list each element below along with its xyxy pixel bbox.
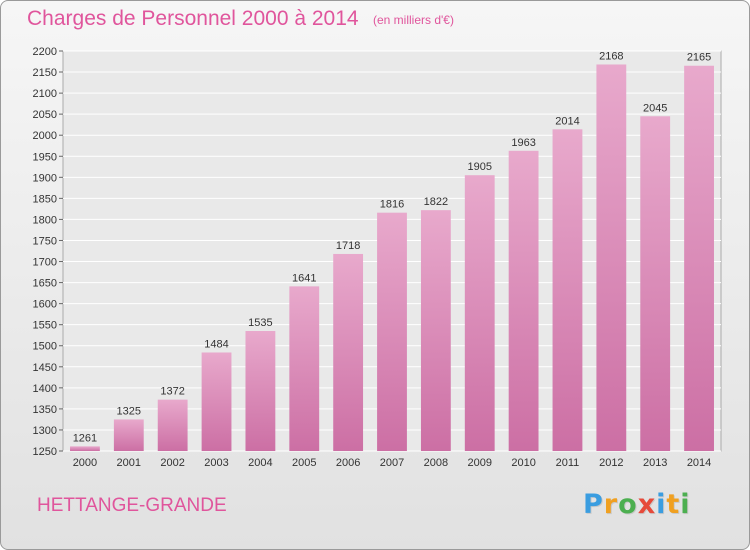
y-tick-label: 2050	[33, 109, 57, 121]
bar-2014	[684, 65, 714, 451]
logo-letter: x	[637, 489, 657, 520]
y-tick-label: 2000	[33, 130, 57, 142]
y-axis-ticks: 1250 1300 1350 1400 1450 1500 1550 1600 1650 1700…	[33, 46, 63, 458]
x-tick-label-2005: 2005	[292, 457, 316, 469]
bar-2000	[70, 446, 100, 451]
x-tick-label-2003: 2003	[204, 457, 228, 469]
y-tick-label: 1800	[33, 214, 57, 226]
y-tick-label: 1950	[33, 151, 57, 163]
bar-2004	[245, 331, 276, 451]
bar-2012	[596, 64, 627, 451]
x-tick-label-2006: 2006	[336, 457, 360, 469]
x-tick-label-2004: 2004	[248, 457, 272, 469]
y-tick-label: 1500	[33, 341, 57, 353]
y-tick-label: 2100	[33, 88, 57, 100]
x-tick-label-2008: 2008	[424, 457, 448, 469]
logo-letter: P	[583, 489, 604, 520]
proxiti-logo: Proxiti	[583, 489, 691, 520]
value-label-2010: 1963	[511, 137, 535, 149]
bar-2001	[113, 419, 144, 451]
value-label-2011: 2014	[555, 115, 579, 127]
value-label-2005: 1641	[292, 272, 316, 284]
y-tick-label: 1850	[33, 193, 57, 205]
x-tick-label-2002: 2002	[160, 457, 184, 469]
x-tick-label-2013: 2013	[643, 457, 667, 469]
value-label-2008: 1822	[424, 196, 448, 208]
y-tick-label: 2200	[33, 46, 57, 58]
logo-letter: t	[666, 489, 681, 520]
value-label-2002: 1372	[160, 386, 184, 398]
city-name: HETTANGE-GRANDE	[37, 495, 227, 516]
y-tick-label: 1300	[33, 425, 57, 437]
bar-2002	[157, 399, 188, 451]
logo-letter: i	[656, 489, 667, 520]
y-tick-label: 1650	[33, 278, 57, 290]
value-label-2001: 1325	[117, 405, 141, 417]
bar-2007	[377, 212, 407, 451]
y-tick-label: 1450	[33, 362, 57, 374]
value-label-2014: 2165	[687, 52, 711, 64]
bar-2003	[201, 352, 232, 451]
bars	[70, 64, 714, 452]
x-tick-label-2012: 2012	[599, 457, 623, 469]
logo-letter: r	[603, 489, 619, 520]
x-tick-label-2001: 2001	[117, 457, 141, 469]
x-tick-label-2007: 2007	[380, 457, 404, 469]
y-tick-label: 1750	[33, 235, 57, 247]
bar-2010	[508, 150, 539, 451]
value-label-2004: 1535	[248, 317, 272, 329]
value-labels: 1261 1325 1372 1484 1535 1641 1718 1816 1822 1905…	[73, 50, 712, 444]
chart-subtitle: (en milliers d'€)	[373, 13, 454, 27]
y-tick-label: 1600	[33, 299, 57, 311]
y-tick-label: 1250	[33, 446, 57, 458]
x-tick-label-2014: 2014	[687, 457, 711, 469]
bar-2009	[464, 175, 495, 452]
value-label-2007: 1816	[380, 199, 404, 211]
x-axis-ticks: 2000 2001 2002 2003 2004 2005 2006 2007 2008 2009…	[73, 457, 712, 469]
y-tick-label: 1350	[33, 404, 57, 416]
chart-title: Charges de Personnel 2000 à 2014	[27, 7, 359, 30]
x-tick-label-2009: 2009	[467, 457, 491, 469]
logo-letter: i	[680, 489, 691, 520]
value-label-2009: 1905	[467, 161, 491, 173]
value-label-2006: 1718	[336, 240, 360, 252]
bar-2005	[289, 286, 320, 451]
value-label-2003: 1484	[204, 338, 228, 350]
y-tick-label: 1400	[33, 383, 57, 395]
x-tick-label-2010: 2010	[511, 457, 535, 469]
value-label-2012: 2168	[599, 50, 623, 62]
logo-letter: o	[618, 489, 638, 520]
bar-2006	[333, 253, 364, 451]
value-label-2000: 1261	[73, 432, 97, 444]
bar-2011	[552, 129, 583, 451]
y-tick-label: 1550	[33, 320, 57, 332]
y-tick-label: 2150	[33, 67, 57, 79]
y-tick-label: 1900	[33, 172, 57, 184]
bar-2013	[640, 116, 671, 452]
value-label-2013: 2045	[643, 102, 667, 114]
x-tick-label-2000: 2000	[73, 457, 97, 469]
x-tick-label-2011: 2011	[556, 457, 580, 469]
y-tick-label: 1700	[33, 257, 57, 269]
bar-2008	[420, 210, 451, 451]
